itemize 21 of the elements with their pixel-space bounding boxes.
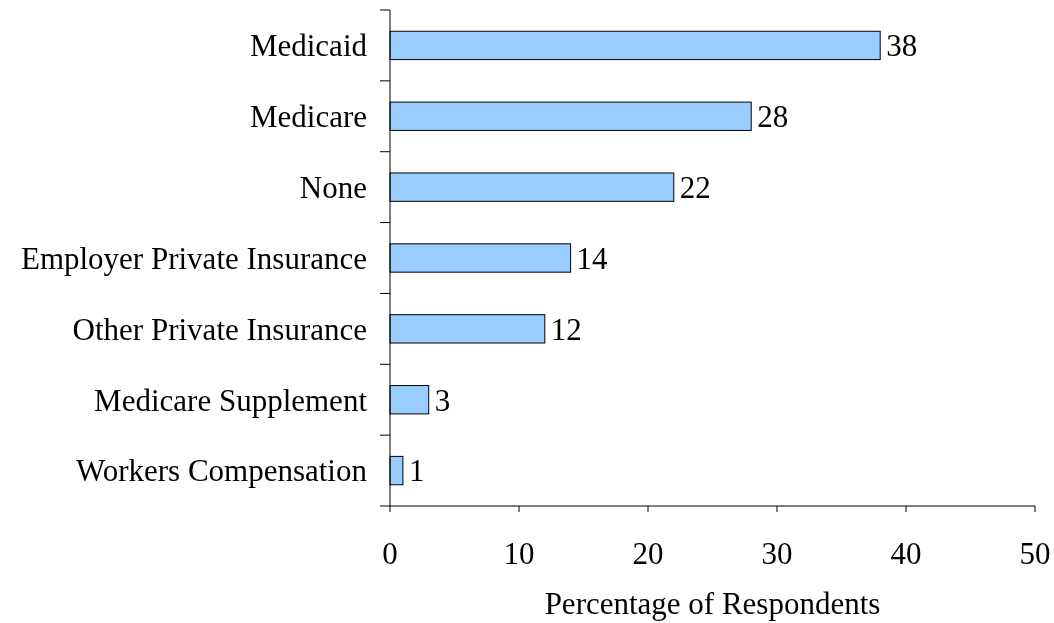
data-label: 38 — [886, 28, 918, 64]
x-tick-label: 30 — [761, 536, 793, 571]
y-tick-label: Workers Compensation — [75, 453, 368, 489]
data-label: 14 — [576, 240, 609, 276]
y-tick-label: Other Private Insurance — [72, 311, 367, 347]
data-label: 3 — [434, 382, 451, 418]
x-tick-label: 20 — [632, 536, 664, 571]
x-tick-label: 10 — [503, 536, 535, 571]
y-tick-label: Medicaid — [249, 28, 368, 64]
data-label: 28 — [757, 99, 789, 135]
x-tick-label: 50 — [1019, 536, 1051, 571]
data-label: 1 — [408, 453, 425, 489]
y-tick-label: Medicare — [249, 99, 367, 135]
y-tick-label: Employer Private Insurance — [20, 240, 367, 276]
x-tick-label: 0 — [382, 536, 398, 571]
data-label: 12 — [550, 311, 582, 347]
y-tick-label: None — [299, 169, 367, 205]
x-axis-title: Percentage of Respondents — [544, 586, 881, 621]
x-tick-label: 40 — [890, 536, 922, 571]
y-tick-label: Medicare Supplement — [94, 382, 368, 418]
data-label: 22 — [679, 169, 711, 205]
